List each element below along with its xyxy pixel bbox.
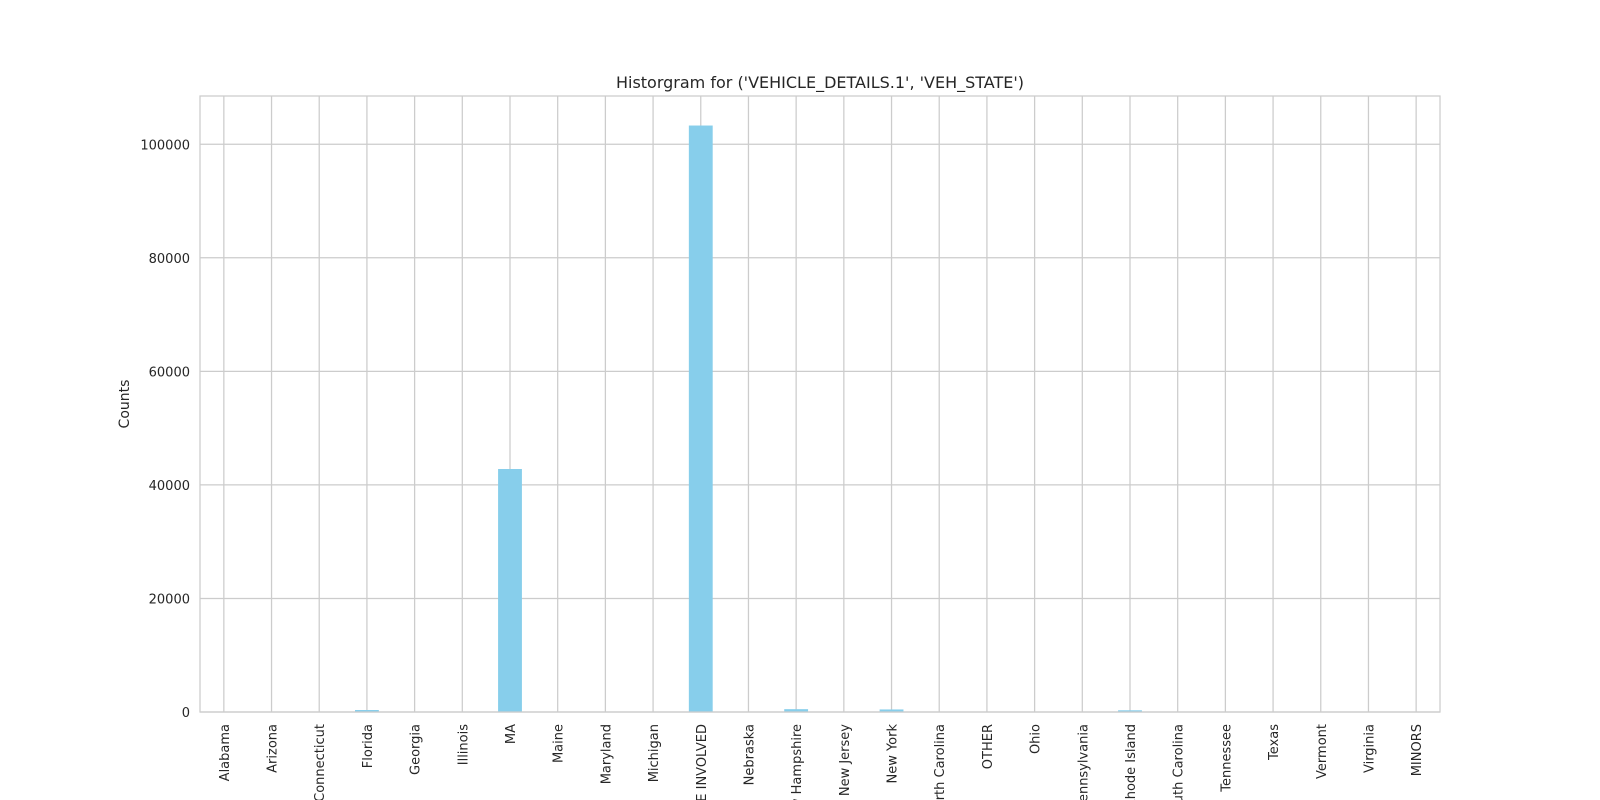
bar-new-york: [879, 709, 904, 712]
x-tick-label: New York: [886, 724, 901, 784]
bar-rhode-island: [1118, 710, 1142, 712]
x-tick-label: Georgia: [409, 724, 424, 775]
x-tick-label: OTHER: [981, 724, 996, 769]
bar-ma: [498, 469, 522, 712]
x-tick-label: Connecticut: [313, 724, 328, 800]
x-tick-label: Rhode Island: [1124, 724, 1139, 800]
x-tick-label: Virginia: [1362, 724, 1377, 773]
x-tick-label: Ohio: [1029, 724, 1044, 754]
bar-florida: [355, 710, 379, 712]
x-tick-label: NONE INVOLVED: [695, 724, 710, 800]
grid-lines: [200, 96, 1440, 713]
x-tick-label: Pennsylvania: [1076, 724, 1091, 800]
x-tick-label: MA: [504, 724, 519, 744]
bar-new-hampshire: [784, 709, 809, 712]
y-tick-label: 60000: [149, 365, 190, 380]
x-tick-label: Illinois: [456, 724, 471, 765]
bar-none-involved: [688, 125, 713, 712]
x-tick-label: New Hampshire: [790, 724, 805, 800]
x-tick-label: Florida: [361, 724, 376, 768]
x-tick-label: Maryland: [599, 724, 614, 784]
x-tick-label: Michigan: [647, 724, 662, 782]
y-tick-label: 0: [182, 706, 190, 721]
x-tick-label: Vermont: [1315, 724, 1330, 779]
x-tick-label: Arizona: [266, 724, 281, 773]
chart-title: Historgram for ('VEHICLE_DETAILS.1', 'VE…: [616, 73, 1024, 93]
x-tick-labels: Alabama Arizona Connecticut Florida Georgia I…: [218, 724, 1425, 800]
x-tick-label: MINORS: [1410, 724, 1425, 776]
x-tick-label: North Carolina: [933, 724, 948, 800]
y-axis-label: Counts: [117, 380, 133, 429]
x-tick-label: Texas: [1267, 724, 1282, 761]
x-tick-label: Maine: [552, 724, 567, 763]
bars: [211, 125, 1429, 712]
y-tick-labels: 0 20000 40000 60000 80000 100000: [140, 138, 190, 721]
x-tick-label: Tennessee: [1219, 724, 1234, 793]
x-tick-label: Alabama: [218, 724, 233, 781]
y-tick-label: 80000: [149, 252, 190, 267]
plot-frame: [199, 95, 1441, 713]
y-tick-label: 100000: [140, 138, 190, 153]
y-tick-label: 20000: [149, 592, 190, 607]
x-tick-label: New Jersey: [838, 724, 853, 796]
x-tick-label: Nebraska: [742, 724, 757, 785]
y-tick-label: 40000: [149, 479, 190, 494]
x-tick-label: South Carolina: [1172, 724, 1187, 800]
